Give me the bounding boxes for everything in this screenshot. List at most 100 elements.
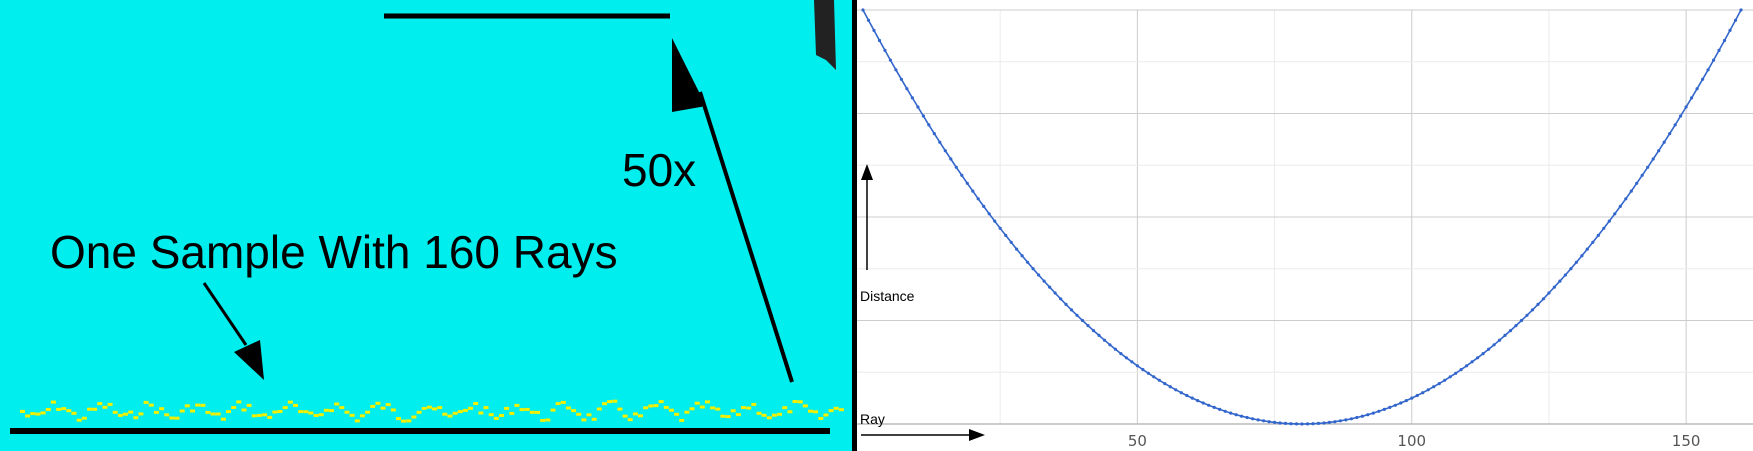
ray-sample-dot xyxy=(838,408,844,412)
data-point xyxy=(1179,391,1183,395)
data-point xyxy=(1015,247,1019,251)
ray-sample-dot xyxy=(457,410,463,414)
data-point xyxy=(1366,413,1370,417)
data-point xyxy=(1596,233,1600,237)
ray-sample-dot xyxy=(56,407,62,411)
ray-sample-dot xyxy=(287,400,293,404)
ray-sample-dot xyxy=(663,405,669,409)
ray-sample-dot xyxy=(184,404,190,408)
ray-sample-dot xyxy=(143,400,149,404)
data-point xyxy=(1552,285,1556,289)
data-point xyxy=(1415,393,1419,398)
ray-sample-dot xyxy=(97,402,103,406)
ray-sample-dot xyxy=(782,406,788,410)
scale-arrowhead-up xyxy=(672,38,706,112)
ray-sample-dot xyxy=(40,411,46,415)
ray-sample-dot xyxy=(581,418,587,422)
data-point xyxy=(1585,247,1589,251)
ray-sample-dot xyxy=(653,404,659,408)
ray-sample-dot xyxy=(313,414,319,417)
data-point xyxy=(1053,291,1057,295)
x-axis-arrowhead xyxy=(969,429,985,441)
ray-sample-dot xyxy=(179,409,185,413)
ray-sample-dot xyxy=(308,411,314,415)
ray-sample-dot xyxy=(612,399,618,403)
data-point xyxy=(1508,329,1513,333)
ray-sample-dot xyxy=(323,408,329,412)
data-point xyxy=(1240,414,1244,418)
data-point xyxy=(1377,409,1381,413)
ray-sample-dot xyxy=(761,413,767,417)
data-point xyxy=(1476,356,1480,360)
ray-sample-dot xyxy=(545,418,551,422)
data-point xyxy=(905,87,909,91)
ray-sample-dot xyxy=(535,410,540,414)
data-point xyxy=(1618,204,1622,208)
data-point xyxy=(1360,414,1364,418)
data-point xyxy=(976,197,980,201)
ray-sample-dot xyxy=(828,409,834,413)
ray-sample-dot xyxy=(565,406,571,410)
ray-sample-dot xyxy=(591,417,597,421)
data-point xyxy=(1289,422,1293,426)
data-point xyxy=(1185,393,1189,398)
data-point xyxy=(1234,413,1238,417)
data-point xyxy=(1283,421,1288,425)
ray-sample-dot xyxy=(318,413,324,417)
data-point xyxy=(1009,240,1013,244)
ray-sample-dot xyxy=(689,407,695,411)
ray-sample-dot xyxy=(200,403,206,407)
data-point xyxy=(1580,254,1584,258)
data-point xyxy=(1695,87,1699,91)
ray-sample-dot xyxy=(262,413,268,417)
data-point xyxy=(954,165,958,169)
data-point xyxy=(1602,226,1606,230)
caption-arrow-shaft xyxy=(202,282,248,346)
data-point xyxy=(1004,233,1008,237)
ray-sample-dot xyxy=(813,410,819,414)
data-point xyxy=(1530,308,1535,312)
ray-sample-dot xyxy=(293,403,298,407)
ray-sample-dot xyxy=(447,414,453,418)
data-point xyxy=(1212,405,1216,409)
ray-sample-dot xyxy=(699,405,705,409)
data-point xyxy=(1207,403,1211,407)
data-point xyxy=(998,226,1002,230)
ray-sample-dot xyxy=(668,408,674,412)
ray-sample-dot xyxy=(674,412,680,416)
x-tick-label: 50 xyxy=(1128,432,1147,450)
data-point xyxy=(1075,313,1079,317)
ray-sample-dot xyxy=(622,414,628,418)
ray-sample-dot xyxy=(416,410,422,414)
data-point xyxy=(1426,388,1430,392)
ray-sample-dot xyxy=(195,403,201,407)
ray-sample-dot xyxy=(426,405,432,409)
ray-sample-dot xyxy=(735,413,741,417)
data-point xyxy=(1108,343,1112,347)
data-point xyxy=(1492,343,1496,347)
ray-sample-dot xyxy=(411,415,417,419)
data-point xyxy=(1119,352,1123,356)
ray-sample-dot xyxy=(102,405,108,409)
data-point xyxy=(1020,254,1024,258)
data-point xyxy=(1640,173,1644,177)
data-point xyxy=(1064,302,1068,306)
ray-sample-dot xyxy=(30,412,36,416)
data-point xyxy=(1487,347,1491,351)
data-point xyxy=(1316,421,1321,425)
ray-sample-dot xyxy=(138,412,144,416)
data-point xyxy=(1355,415,1359,420)
data-point xyxy=(1739,8,1743,12)
data-point xyxy=(927,123,931,127)
ray-sample-dot xyxy=(277,410,283,413)
ray-sample-dot xyxy=(787,410,793,414)
data-point xyxy=(1393,403,1397,407)
data-point xyxy=(1273,420,1277,424)
data-point xyxy=(910,96,914,100)
ray-sample-dot xyxy=(112,410,118,414)
ray-sample-dot xyxy=(797,400,803,404)
ray-sample-dot xyxy=(602,402,607,406)
data-point xyxy=(1459,368,1463,372)
ray-sample-dot xyxy=(354,419,360,423)
ray-sample-dot xyxy=(529,410,535,414)
